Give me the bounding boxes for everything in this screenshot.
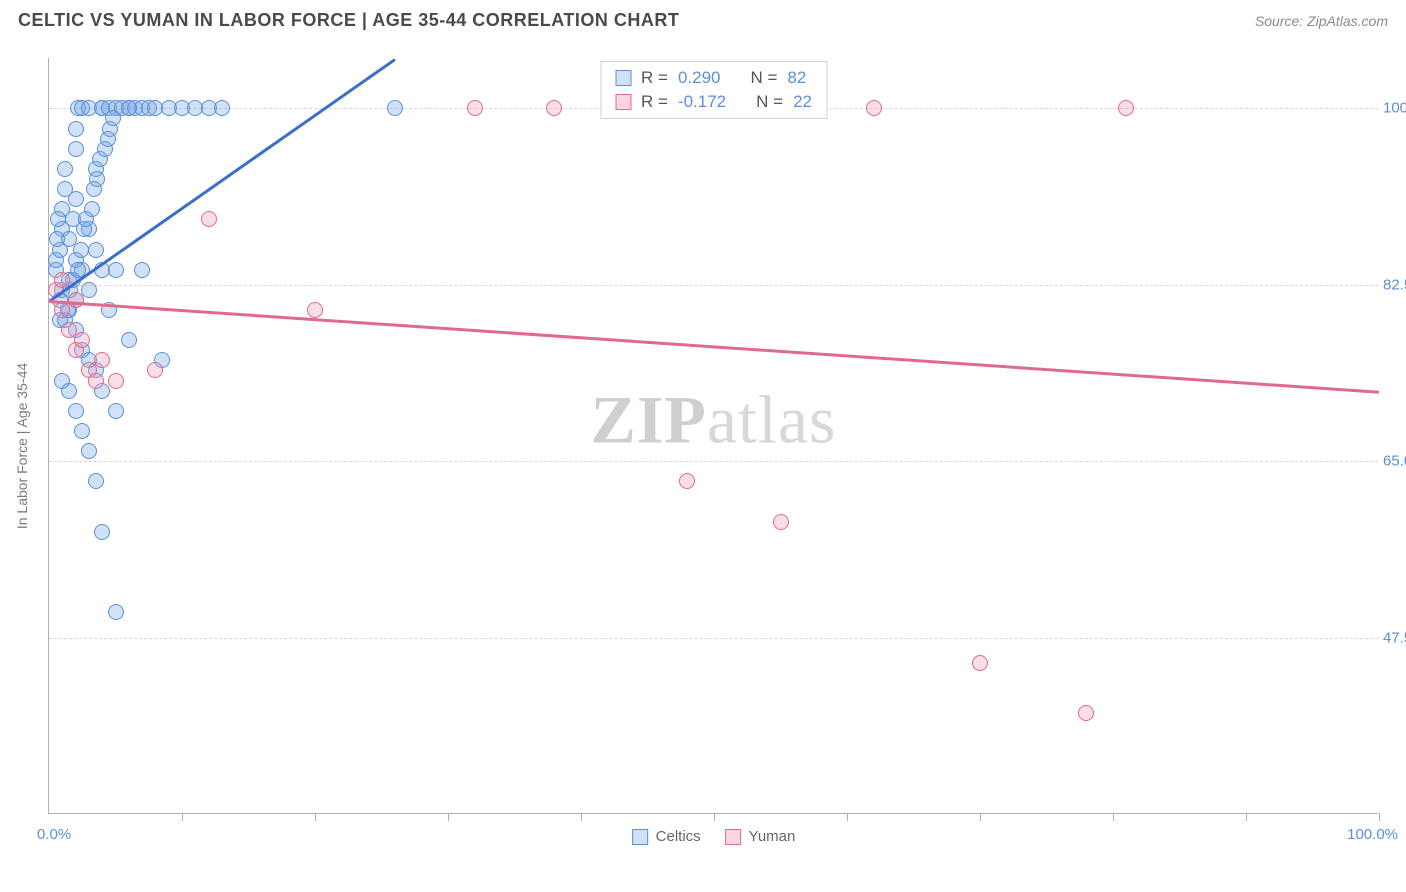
legend-n-label: N = [750, 68, 777, 88]
data-point [68, 292, 84, 308]
legend-r-value: 0.290 [678, 68, 721, 88]
data-point [74, 332, 90, 348]
data-point [74, 423, 90, 439]
legend-swatch [632, 829, 648, 845]
legend-swatch [615, 94, 631, 110]
data-point [307, 302, 323, 318]
gridline [49, 461, 1378, 462]
data-point [94, 524, 110, 540]
data-point [1078, 705, 1094, 721]
data-point [81, 443, 97, 459]
watermark: ZIPatlas [591, 381, 837, 460]
chart-area: ZIPatlas R =0.290N =82R =-0.172N =22 Cel… [48, 58, 1378, 814]
data-point [201, 211, 217, 227]
data-point [50, 211, 66, 227]
legend-label: Yuman [749, 828, 796, 845]
x-tick [1246, 813, 1247, 821]
chart-title: CELTIC VS YUMAN IN LABOR FORCE | AGE 35-… [18, 10, 679, 31]
data-point [108, 262, 124, 278]
data-point [73, 242, 89, 258]
data-point [214, 100, 230, 116]
data-point [147, 362, 163, 378]
x-tick [581, 813, 582, 821]
data-point [134, 262, 150, 278]
data-point [88, 373, 104, 389]
data-point [105, 110, 121, 126]
x-tick [714, 813, 715, 821]
y-tick-label: 65.0% [1383, 453, 1406, 470]
legend-n-label: N = [756, 92, 783, 112]
data-point [81, 282, 97, 298]
data-point [467, 100, 483, 116]
x-tick [448, 813, 449, 821]
y-tick-label: 82.5% [1383, 276, 1406, 293]
legend-swatch [615, 70, 631, 86]
legend-item: Yuman [725, 828, 796, 845]
legend-item: Celtics [632, 828, 701, 845]
data-point [68, 403, 84, 419]
legend-r-label: R = [641, 68, 668, 88]
data-point [61, 383, 77, 399]
y-tick-label: 100.0% [1383, 100, 1406, 117]
data-point [89, 171, 105, 187]
legend-n-value: 82 [787, 68, 806, 88]
x-tick [847, 813, 848, 821]
y-axis-label: In Labor Force | Age 35-44 [14, 363, 30, 529]
legend-label: Celtics [656, 828, 701, 845]
data-point [68, 121, 84, 137]
x-tick [1379, 813, 1380, 821]
data-point [88, 473, 104, 489]
legend-swatch [725, 829, 741, 845]
data-point [866, 100, 882, 116]
data-point [121, 100, 137, 116]
data-point [84, 201, 100, 217]
title-bar: CELTIC VS YUMAN IN LABOR FORCE | AGE 35-… [0, 0, 1406, 39]
legend-series: Celtics Yuman [632, 828, 796, 845]
data-point [108, 403, 124, 419]
data-point [108, 604, 124, 620]
data-point [679, 473, 695, 489]
data-point [54, 302, 70, 318]
gridline [49, 638, 1378, 639]
x-axis-min: 0.0% [37, 826, 71, 843]
legend-r-value: -0.172 [678, 92, 726, 112]
data-point [68, 191, 84, 207]
legend-n-value: 22 [793, 92, 812, 112]
trend-line [49, 300, 1379, 393]
source-label: Source: ZipAtlas.com [1255, 13, 1388, 29]
data-point [121, 332, 137, 348]
legend-row: R = 0.290 N = 82 [615, 66, 812, 90]
data-point [94, 352, 110, 368]
legend-correlation: R =0.290N =82R =-0.172N =22 [600, 61, 827, 119]
x-tick [182, 813, 183, 821]
y-tick-label: 47.5% [1383, 629, 1406, 646]
data-point [1118, 100, 1134, 116]
x-tick [980, 813, 981, 821]
x-tick [1113, 813, 1114, 821]
data-point [68, 141, 84, 157]
data-point [387, 100, 403, 116]
data-point [546, 100, 562, 116]
x-tick [315, 813, 316, 821]
data-point [108, 373, 124, 389]
legend-row: R = -0.172 N = 22 [615, 90, 812, 114]
gridline [49, 285, 1378, 286]
data-point [49, 231, 65, 247]
data-point [88, 242, 104, 258]
data-point [57, 161, 73, 177]
x-axis-max: 100.0% [1347, 826, 1398, 843]
data-point [972, 655, 988, 671]
legend-r-label: R = [641, 92, 668, 112]
data-point [773, 514, 789, 530]
